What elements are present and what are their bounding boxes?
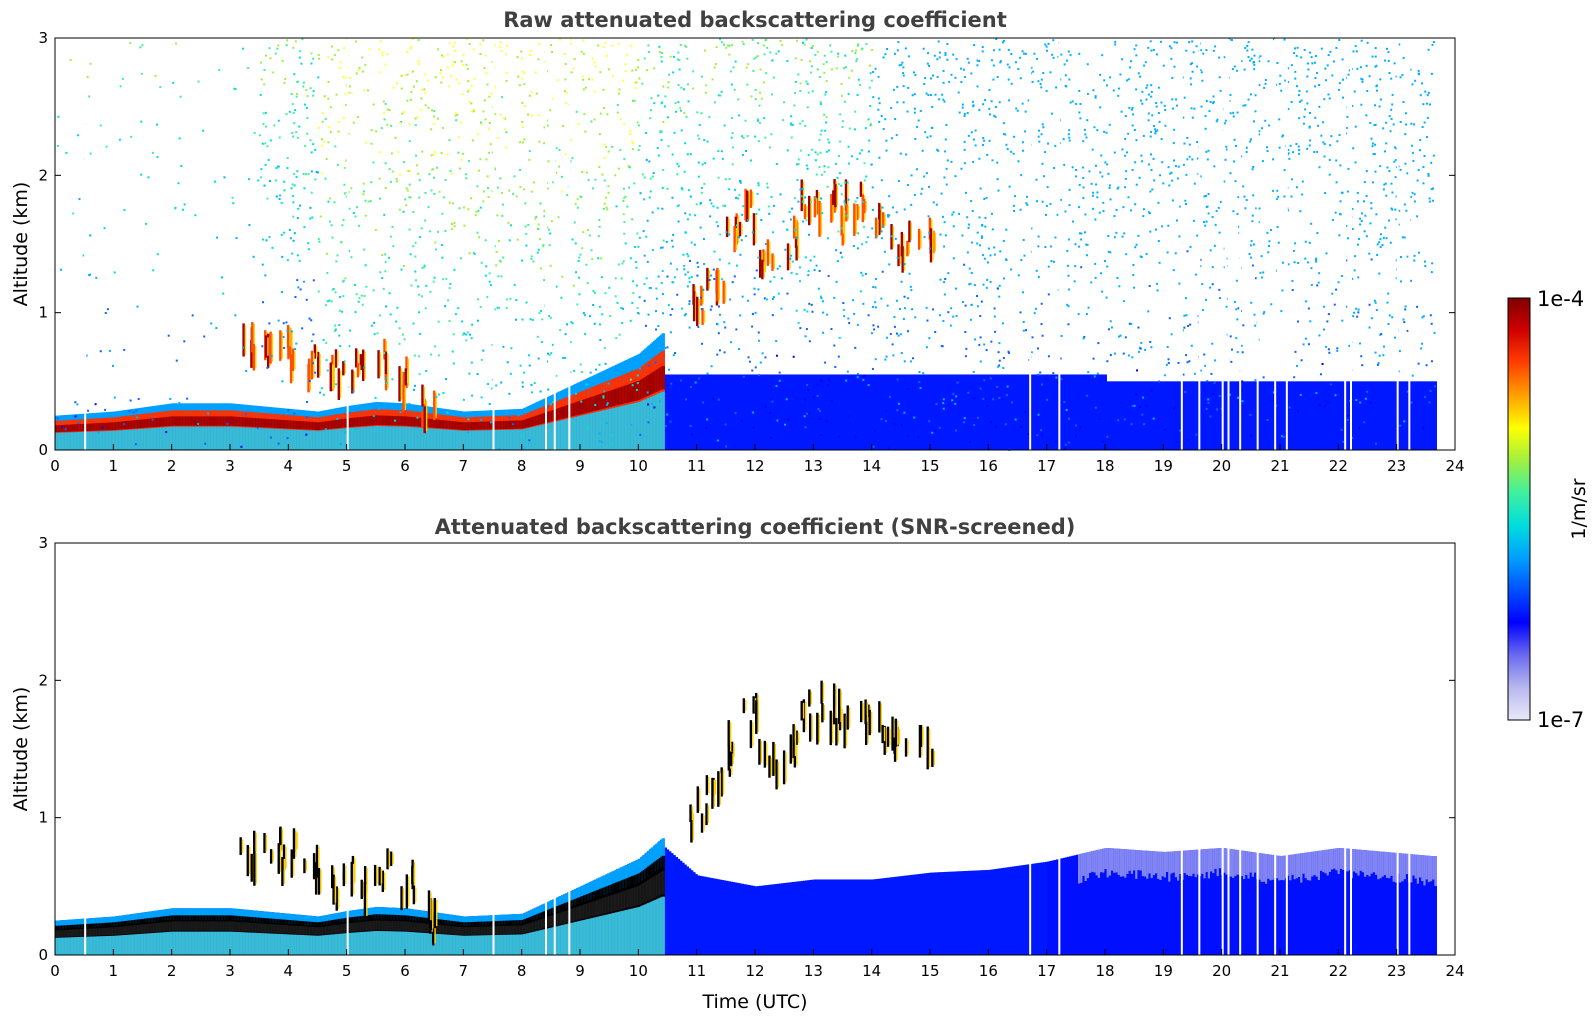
colorbar: 1e-4 1e-7 1/m/sr xyxy=(1508,287,1590,732)
x-tick-label: 4 xyxy=(284,962,294,980)
y-tick-label: 1 xyxy=(38,304,48,322)
x-tick-label: 10 xyxy=(629,457,648,475)
x-tick-label: 3 xyxy=(225,457,235,475)
x-tick-label: 4 xyxy=(284,457,294,475)
panel-raw-backscatter: Raw attenuated backscattering coefficien… xyxy=(10,8,1465,475)
x-tick-label: 24 xyxy=(1445,962,1464,980)
x-tick-label: 19 xyxy=(1154,962,1173,980)
x-tick-label: 16 xyxy=(979,457,998,475)
y-tick-label: 0 xyxy=(38,441,48,459)
x-tick-label: 15 xyxy=(920,457,939,475)
x-tick-label: 6 xyxy=(400,457,410,475)
x-tick-label: 15 xyxy=(920,962,939,980)
x-tick-label: 23 xyxy=(1387,962,1406,980)
colorbar-min-label: 1e-7 xyxy=(1537,708,1584,732)
x-tick-label: 11 xyxy=(687,457,706,475)
x-tick-label: 7 xyxy=(459,457,469,475)
colorbar-unit-label: 1/m/sr xyxy=(1568,478,1590,539)
x-tick-label: 22 xyxy=(1329,457,1348,475)
x-tick-label: 20 xyxy=(1212,962,1231,980)
colorbar-max-label: 1e-4 xyxy=(1537,287,1584,311)
x-tick-label: 12 xyxy=(745,457,764,475)
x-tick-label: 2 xyxy=(167,457,177,475)
x-tick-label: 23 xyxy=(1387,457,1406,475)
x-tick-label: 9 xyxy=(575,457,585,475)
x-tick-label: 24 xyxy=(1445,457,1464,475)
x-tick-label: 21 xyxy=(1270,457,1289,475)
y-tick-label: 2 xyxy=(38,166,48,184)
x-tick-label: 0 xyxy=(50,962,60,980)
x-tick-label: 1 xyxy=(109,962,119,980)
y-axis-label-screened: Altitude (km) xyxy=(10,687,32,812)
panel-snr-screened: Attenuated backscattering coefficient (S… xyxy=(10,515,1465,1013)
colorbar-gradient xyxy=(1508,298,1530,720)
x-tick-label: 13 xyxy=(804,457,823,475)
x-tick-label: 12 xyxy=(745,962,764,980)
x-tick-label: 3 xyxy=(225,962,235,980)
x-tick-label: 9 xyxy=(575,962,585,980)
x-tick-label: 7 xyxy=(459,962,469,980)
chart-title-raw: Raw attenuated backscattering coefficien… xyxy=(503,8,1007,32)
x-tick-label: 20 xyxy=(1212,457,1231,475)
x-tick-label: 14 xyxy=(862,457,881,475)
x-tick-label: 21 xyxy=(1270,962,1289,980)
x-tick-label: 5 xyxy=(342,457,352,475)
x-tick-label: 1 xyxy=(109,457,119,475)
x-tick-label: 0 xyxy=(50,457,60,475)
x-tick-label: 10 xyxy=(629,962,648,980)
x-tick-label: 16 xyxy=(979,962,998,980)
y-tick-label: 3 xyxy=(38,29,48,47)
x-tick-label: 18 xyxy=(1095,962,1114,980)
y-tick-label: 0 xyxy=(38,946,48,964)
x-tick-label: 13 xyxy=(804,962,823,980)
x-tick-label: 11 xyxy=(687,962,706,980)
chart-title-screened: Attenuated backscattering coefficient (S… xyxy=(435,515,1076,539)
y-axis-label-raw: Altitude (km) xyxy=(10,182,32,307)
x-tick-label: 17 xyxy=(1037,457,1056,475)
y-tick-label: 1 xyxy=(38,809,48,827)
heatmap-raw xyxy=(55,38,1437,451)
x-tick-label: 5 xyxy=(342,962,352,980)
x-tick-label: 8 xyxy=(517,457,527,475)
x-tick-label: 2 xyxy=(167,962,177,980)
x-tick-label: 14 xyxy=(862,962,881,980)
x-tick-label: 17 xyxy=(1037,962,1056,980)
heatmap-screened xyxy=(55,544,1437,955)
x-tick-label: 8 xyxy=(517,962,527,980)
x-tick-label: 19 xyxy=(1154,457,1173,475)
x-axis-label: Time (UTC) xyxy=(701,991,807,1013)
y-tick-label: 2 xyxy=(38,671,48,689)
x-tick-label: 22 xyxy=(1329,962,1348,980)
x-tick-label: 18 xyxy=(1095,457,1114,475)
x-tick-label: 6 xyxy=(400,962,410,980)
y-tick-label: 3 xyxy=(38,534,48,552)
